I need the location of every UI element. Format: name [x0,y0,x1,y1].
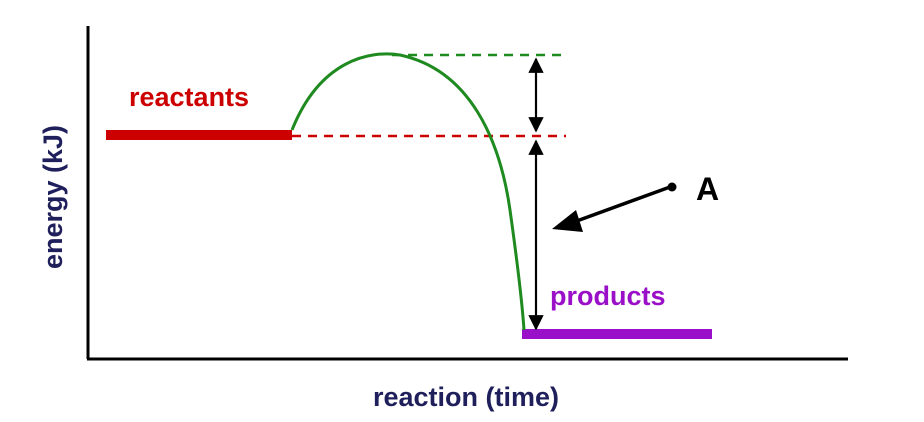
x-axis-label: reaction (time) [373,382,559,412]
energy-curve [290,52,526,331]
pointer-dot [667,182,677,192]
y-axis-label: energy (kJ) [38,125,68,269]
pointer-arrow-head [552,210,583,232]
pointer-arrow-line [573,185,671,224]
reactants-label: reactants [129,82,249,112]
marker-a-label: A [696,171,719,207]
products-label: products [550,281,666,311]
